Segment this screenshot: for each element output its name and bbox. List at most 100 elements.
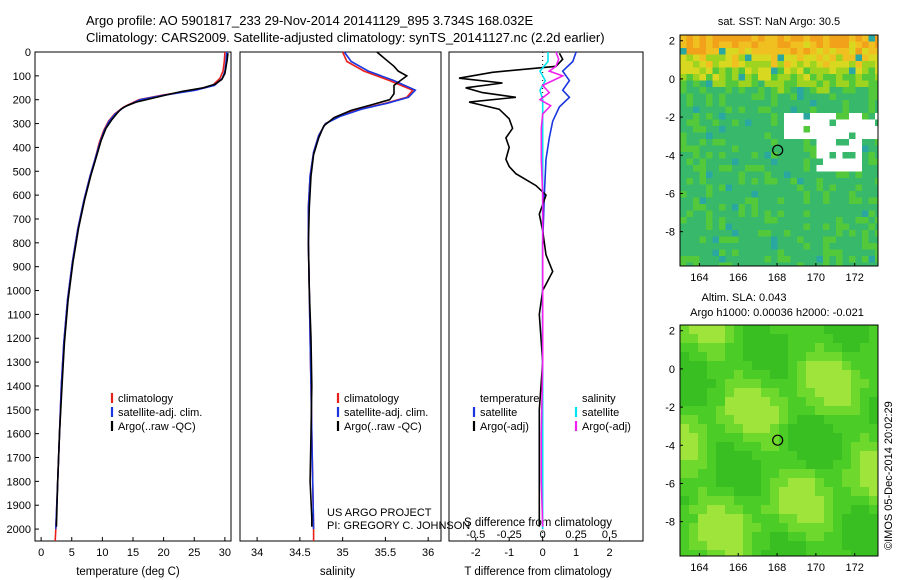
sla-cell <box>680 361 690 371</box>
sst-cell <box>680 41 687 49</box>
sst-cell <box>816 106 824 114</box>
sla-cell <box>779 505 789 515</box>
sst-cell <box>738 230 746 237</box>
depth-tick-label: 300 <box>13 119 31 131</box>
sst-cell <box>712 249 720 257</box>
sst-cell <box>777 93 785 101</box>
sla-cell <box>743 505 753 515</box>
sla-cell <box>734 496 744 506</box>
sst-cell <box>725 158 733 166</box>
sst-cell <box>836 204 843 211</box>
sst-cell <box>699 113 707 120</box>
sst-cell <box>829 249 837 257</box>
sst-cell <box>719 191 726 198</box>
sla-cell <box>806 352 816 362</box>
sla-cell <box>680 325 690 335</box>
sst-cell <box>699 223 707 231</box>
sst-cell <box>823 243 830 250</box>
sla-cell <box>833 397 843 407</box>
sst-cell <box>823 74 830 81</box>
sla-cell <box>779 424 789 434</box>
sla-cell <box>869 397 879 407</box>
sst-cell <box>797 262 804 267</box>
sst-cell <box>771 171 778 179</box>
sla-cell <box>833 361 843 371</box>
sst-cell <box>751 210 759 218</box>
sst-cell <box>686 61 694 68</box>
sst-cell <box>732 165 739 172</box>
sst-cell <box>758 262 765 267</box>
sst-cell <box>732 113 739 120</box>
sst-cell <box>738 132 746 140</box>
sst-cell <box>790 74 798 81</box>
depth-tick-label: 900 <box>13 262 31 274</box>
sst-cell <box>836 126 843 133</box>
sla-cell <box>761 352 771 362</box>
sla-cell <box>842 442 852 452</box>
sla-cell <box>761 496 771 506</box>
sst-cell <box>875 113 879 120</box>
sst-cell <box>758 223 765 231</box>
sla-cell <box>761 478 771 488</box>
sst-cell <box>790 204 798 211</box>
sst-cell <box>758 93 765 101</box>
sst-cell <box>836 249 843 257</box>
sst-cell <box>862 93 869 101</box>
sla-cell <box>743 334 753 344</box>
sst-cell <box>862 35 869 42</box>
sla-cell <box>743 550 753 557</box>
diff-line-t-argo-adj- <box>458 52 564 527</box>
sla-cell <box>707 514 717 524</box>
sst-cell <box>725 67 733 75</box>
sst-cell <box>810 178 817 185</box>
sst-cell <box>823 80 830 88</box>
sst-cell <box>836 197 843 205</box>
sst-cell <box>712 256 720 263</box>
sst-cell <box>829 119 837 127</box>
sst-cell <box>790 165 798 172</box>
sst-cell <box>862 61 869 68</box>
sst-cell <box>868 197 876 205</box>
sla-cell <box>833 514 843 524</box>
sst-cell <box>745 126 752 133</box>
sla-cell <box>689 514 699 524</box>
sst-cell <box>862 230 869 237</box>
sst-cell <box>816 54 824 62</box>
sst-cell <box>719 106 726 114</box>
sst-cell <box>862 126 869 133</box>
sst-cell <box>836 145 843 153</box>
sla-lon-label: 164 <box>690 562 708 574</box>
sla-cell <box>815 532 825 542</box>
sla-cell <box>680 334 690 344</box>
sst-cell <box>784 158 791 166</box>
sst-cell <box>699 87 707 94</box>
sla-cell <box>860 406 870 416</box>
sla-cell <box>833 442 843 452</box>
sal-x-axis-label: salinity <box>320 566 355 578</box>
sla-cell <box>689 370 699 380</box>
sst-cell <box>849 256 856 263</box>
sla-cell <box>860 514 870 524</box>
figure-title-line2: Climatology: CARS2009. Satellite-adjuste… <box>86 30 605 45</box>
sla-cell <box>680 550 690 557</box>
sst-lon-label: 170 <box>807 272 825 284</box>
sst-cell <box>738 197 746 205</box>
sst-cell <box>842 158 850 166</box>
sst-cell <box>875 74 879 81</box>
sst-cell <box>790 145 798 153</box>
sst-cell <box>680 74 687 81</box>
sst-cell <box>836 67 843 75</box>
sst-cell <box>777 67 785 75</box>
sst-cell <box>810 67 817 75</box>
sst-cell <box>751 126 759 133</box>
sst-cell <box>784 243 791 250</box>
sst-cell <box>699 35 707 42</box>
sst-cell <box>712 35 720 42</box>
sla-cell <box>752 541 762 551</box>
sla-cell <box>806 388 816 398</box>
sst-cell <box>849 145 856 153</box>
sst-cell <box>771 41 778 49</box>
sla-cell <box>716 415 726 425</box>
sla-cell <box>743 406 753 416</box>
sst-cell <box>784 48 791 55</box>
